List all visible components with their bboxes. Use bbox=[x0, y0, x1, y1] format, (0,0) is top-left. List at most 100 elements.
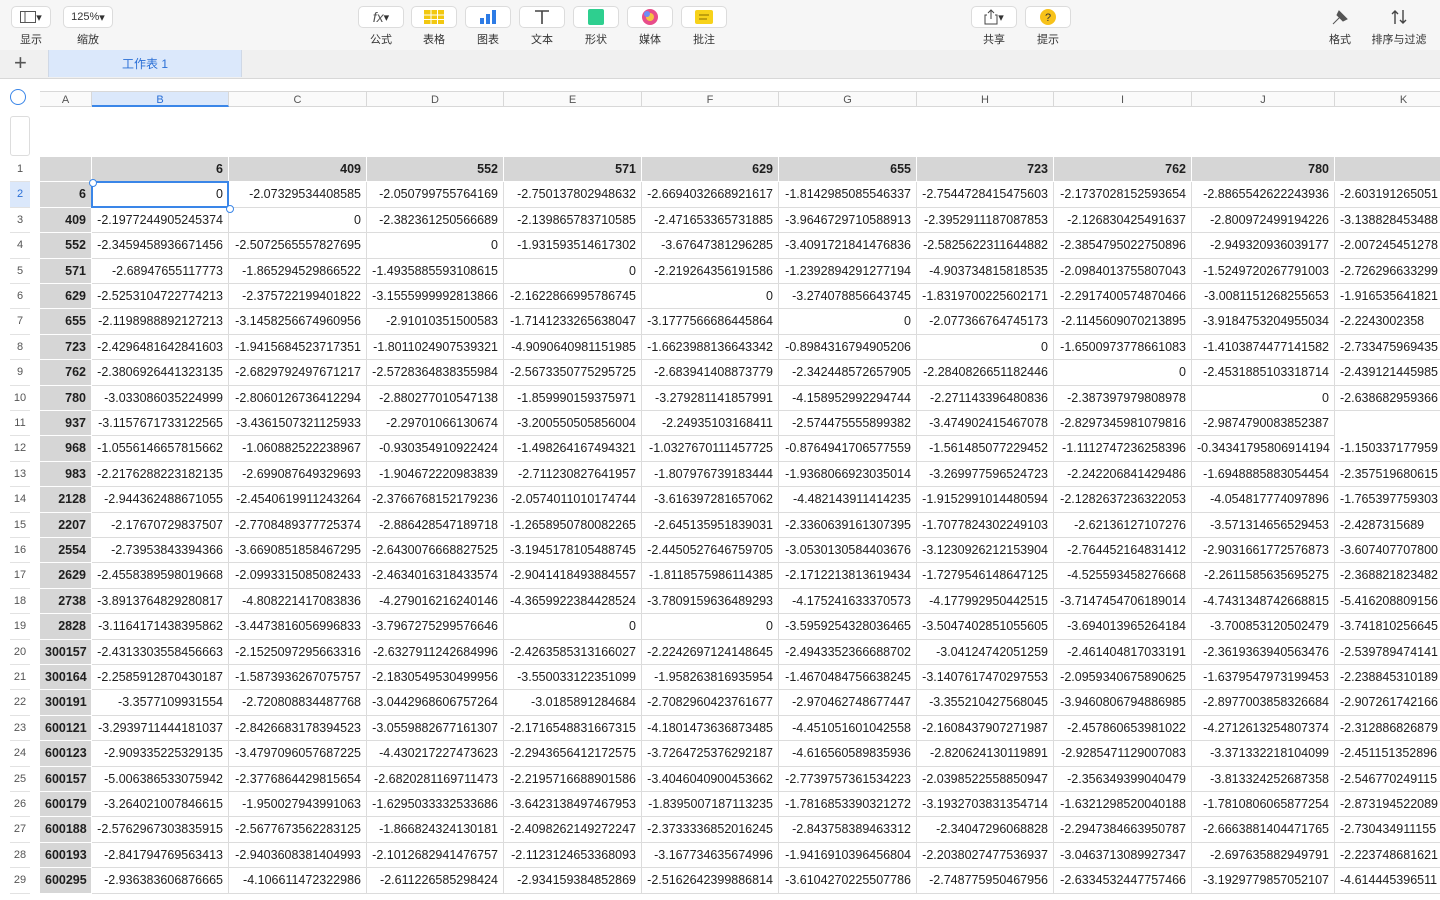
cell[interactable]: -4.1801473636873485 bbox=[642, 715, 779, 742]
cell[interactable]: -2.24935103168411 bbox=[642, 411, 779, 437]
cell[interactable]: -2.4450527646759705 bbox=[642, 538, 779, 564]
cell[interactable]: -3.1777566686445864 bbox=[642, 309, 779, 335]
toolbar-button[interactable]: fx ▾ bbox=[358, 6, 404, 28]
header-cell[interactable]: 571 bbox=[40, 258, 92, 284]
cell[interactable]: -2.1198988892127213 bbox=[92, 309, 229, 335]
cell[interactable]: -4.451051601042558 bbox=[779, 715, 917, 742]
cell[interactable]: -1.958263816935954 bbox=[642, 665, 779, 691]
toolbar-button[interactable] bbox=[465, 6, 511, 28]
cell[interactable]: -2.907261742166 bbox=[1335, 690, 1440, 716]
cell[interactable]: -2.8426683178394523 bbox=[229, 715, 367, 742]
cell[interactable]: -4.175241633370573 bbox=[779, 588, 917, 615]
cell[interactable]: -3.67647381296285 bbox=[642, 233, 779, 259]
toolbar-item[interactable]: ▾ 显示 bbox=[8, 6, 54, 47]
cell[interactable]: -3.0530130584403676 bbox=[779, 538, 917, 564]
cell[interactable]: -2.8060126736412294 bbox=[229, 385, 367, 411]
cell[interactable]: -0.34341795806914194 bbox=[1192, 436, 1335, 462]
cell[interactable]: -1.7816853390321272 bbox=[779, 792, 917, 818]
cell[interactable]: -2.6694032668921617 bbox=[642, 182, 779, 208]
cell[interactable]: -1.5249720267791003 bbox=[1192, 258, 1335, 284]
row-number[interactable]: 2 bbox=[10, 182, 30, 208]
cell[interactable]: -4.903734815818535 bbox=[917, 258, 1054, 284]
cell[interactable]: -2.5162642399886814 bbox=[642, 868, 779, 894]
cell[interactable]: -3.616397281657062 bbox=[642, 487, 779, 513]
cell[interactable]: -0.8764941706577559 bbox=[779, 436, 917, 462]
cell[interactable]: -1.7077824302249103 bbox=[917, 512, 1054, 538]
cell[interactable]: -1.8395007187113235 bbox=[642, 792, 779, 818]
cell[interactable]: -2.0398522558850947 bbox=[917, 766, 1054, 792]
cell[interactable]: -2.638682959366 bbox=[1335, 386, 1440, 411]
cell[interactable]: -2.8977003858326684 bbox=[1192, 690, 1335, 716]
header-cell[interactable]: 723 bbox=[40, 334, 92, 361]
row-number[interactable]: 5 bbox=[10, 259, 30, 284]
cell[interactable]: -1.859990159375971 bbox=[504, 385, 642, 411]
row-number[interactable]: 26 bbox=[10, 792, 30, 818]
cell[interactable]: -3.7809159636489293 bbox=[642, 588, 779, 615]
cell[interactable]: -2.3619363940563476 bbox=[1192, 639, 1335, 665]
header-cell[interactable]: 655 bbox=[40, 309, 92, 335]
cell[interactable]: -1.0556146657815662 bbox=[92, 436, 229, 462]
cell[interactable]: -1.0327670111457725 bbox=[642, 436, 779, 462]
cell[interactable]: 0 bbox=[642, 614, 779, 640]
toolbar-item[interactable]: 形状 bbox=[570, 6, 622, 47]
cell[interactable]: -1.931593514617302 bbox=[504, 233, 642, 259]
row-number[interactable]: 27 bbox=[10, 817, 30, 843]
cell[interactable]: 0 bbox=[504, 258, 642, 284]
cell[interactable]: -4.3659922384428524 bbox=[504, 588, 642, 615]
cell[interactable]: -1.865294529866522 bbox=[229, 258, 367, 284]
cell[interactable]: -3.9184753204955034 bbox=[1192, 309, 1335, 335]
cell[interactable]: -3.0442968606757264 bbox=[367, 690, 504, 716]
cell[interactable]: -4.2712613254807374 bbox=[1192, 715, 1335, 742]
header-cell[interactable]: 552 bbox=[367, 157, 504, 183]
toolbar-button[interactable]: ▾ bbox=[971, 6, 1017, 28]
cell[interactable]: -2.1012682941476757 bbox=[367, 842, 504, 869]
cell[interactable]: -2.5072565557827695 bbox=[229, 233, 367, 259]
cell[interactable]: -2.077366764745173 bbox=[917, 309, 1054, 335]
cell[interactable]: -3.1407617470297553 bbox=[917, 665, 1054, 691]
cell[interactable]: -2.7708489377725374 bbox=[229, 512, 367, 538]
cell[interactable]: -2.4098262149272247 bbox=[504, 817, 642, 843]
cell[interactable]: -3.3577109931554 bbox=[92, 690, 229, 716]
header-cell[interactable]: 983 bbox=[40, 461, 92, 488]
header-cell[interactable]: 6 bbox=[92, 157, 229, 183]
header-cell[interactable]: 600295 bbox=[40, 868, 92, 894]
cell[interactable]: -3.0185891284684 bbox=[504, 690, 642, 716]
cell[interactable]: -3.4046040900453662 bbox=[642, 766, 779, 792]
cell[interactable]: -4.430217227473623 bbox=[367, 741, 504, 767]
cell[interactable]: -1.8142985085546337 bbox=[779, 182, 917, 208]
cell[interactable]: 0 bbox=[367, 233, 504, 259]
cell[interactable]: 0 bbox=[779, 309, 917, 335]
cell[interactable]: -2.2840826651182446 bbox=[917, 360, 1054, 386]
cell[interactable]: -2.1737028152593654 bbox=[1054, 182, 1192, 208]
cell[interactable]: -2.29701066130674 bbox=[367, 411, 504, 437]
row-number[interactable]: 14 bbox=[10, 487, 30, 513]
toolbar-item[interactable]: 125% ▾ 缩放 bbox=[60, 6, 116, 47]
cell[interactable]: -3.279281141857991 bbox=[642, 385, 779, 411]
cell[interactable]: -2.1608437907271987 bbox=[917, 715, 1054, 742]
toolbar-button[interactable]: ▾ bbox=[11, 6, 51, 28]
cell[interactable]: -2.91010351500583 bbox=[367, 309, 504, 335]
cell[interactable]: -2.720808834487768 bbox=[229, 690, 367, 716]
cell[interactable]: -2.5673350775295725 bbox=[504, 360, 642, 386]
cell[interactable]: -2.5762967303835915 bbox=[92, 817, 229, 843]
cell[interactable]: -2.271143396480836 bbox=[917, 385, 1054, 411]
cell[interactable]: -3.04124742051259 bbox=[917, 639, 1054, 665]
column-letter[interactable]: J bbox=[1192, 91, 1335, 107]
cell[interactable]: -1.6623988136643342 bbox=[642, 334, 779, 361]
cell[interactable]: -2.9874790083852387 bbox=[1192, 411, 1335, 437]
row-number[interactable]: 7 bbox=[10, 309, 30, 335]
toolbar-item[interactable]: ▾ 共享 bbox=[968, 6, 1020, 47]
cell[interactable]: -2.970462748677447 bbox=[779, 690, 917, 716]
cell[interactable]: -2.3776864429815654 bbox=[229, 766, 367, 792]
toolbar-button[interactable]: 125% ▾ bbox=[63, 6, 113, 28]
row-number[interactable]: 20 bbox=[10, 640, 30, 665]
cell[interactable]: -2.0984013755807043 bbox=[1054, 258, 1192, 284]
cell[interactable]: -2.699087649329693 bbox=[229, 461, 367, 488]
header-cell[interactable]: 300157 bbox=[40, 639, 92, 665]
cell[interactable]: -2.748775950467956 bbox=[917, 868, 1054, 894]
cell[interactable]: -1.9416910396456804 bbox=[779, 842, 917, 869]
header-cell[interactable]: 300164 bbox=[40, 665, 92, 691]
cell[interactable]: -2.457860653981022 bbox=[1054, 715, 1192, 742]
toolbar-item[interactable]: 媒体 bbox=[624, 6, 676, 47]
cell[interactable]: -2.368821823482 bbox=[1335, 563, 1440, 589]
